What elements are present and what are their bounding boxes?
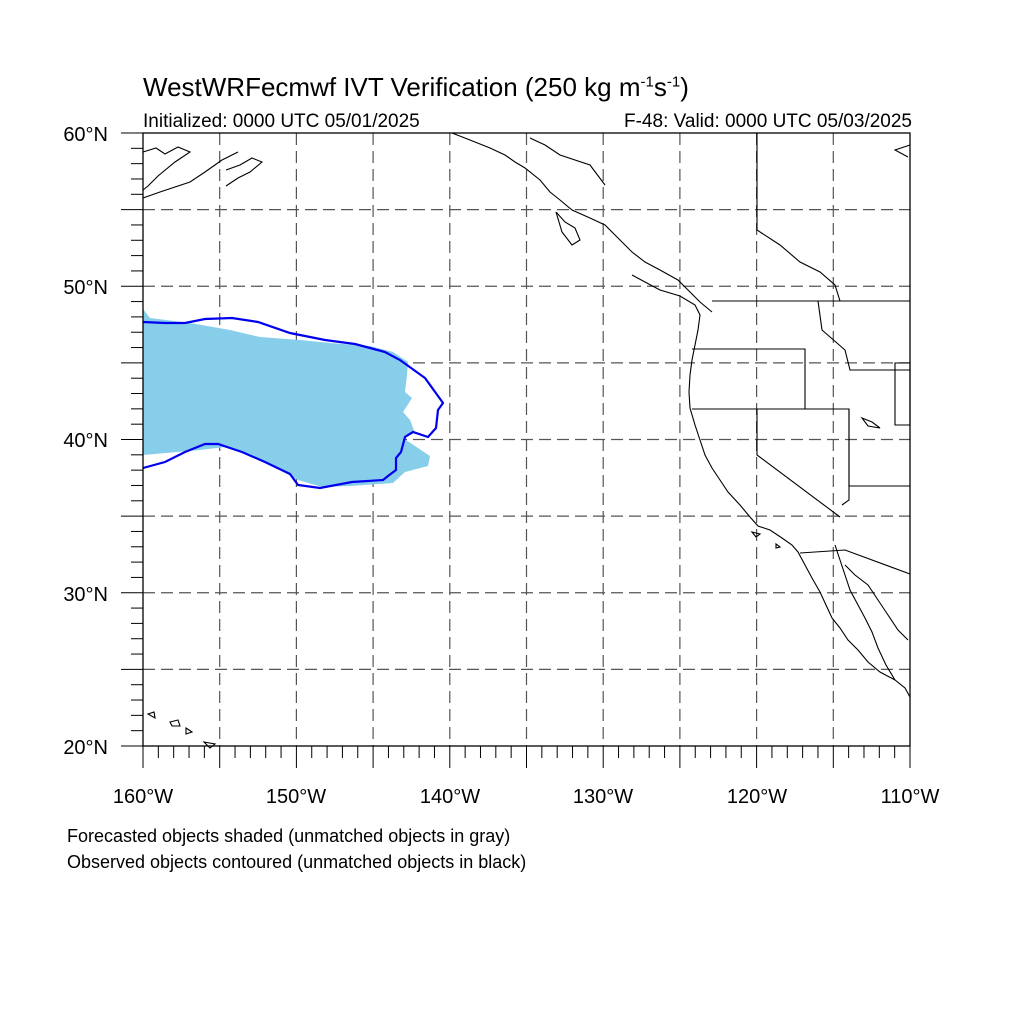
y-label-60: 60°N (63, 124, 108, 146)
x-label-130w: 130°W (572, 786, 634, 808)
y-label-50: 50°N (63, 277, 108, 299)
x-label-150w: 150°W (265, 786, 327, 808)
observed-object-contour (142, 316, 445, 490)
x-label-120w: 120°W (726, 786, 788, 808)
legend-observed-note: Observed objects contoured (unmatched ob… (67, 852, 527, 872)
map-title: WestWRFecmwf IVT Verification (250 kg m-… (143, 72, 689, 102)
x-label-160w: 160°W (112, 786, 174, 808)
initialized-label: Initialized: 0000 UTC 05/01/2025 (143, 111, 420, 132)
y-label-20: 20°N (63, 737, 108, 759)
legend-forecast-note: Forecasted objects shaded (unmatched obj… (67, 826, 511, 846)
y-label-40: 40°N (63, 430, 108, 452)
x-label-110w: 110°W (880, 786, 940, 808)
forecast-object-shaded (143, 309, 430, 487)
valid-time-label: F-48: Valid: 0000 UTC 05/03/2025 (624, 111, 912, 132)
axis-ticks (121, 132, 911, 768)
coastlines (142, 132, 911, 749)
y-label-30: 30°N (63, 584, 108, 606)
x-label-140w: 140°W (419, 786, 481, 808)
